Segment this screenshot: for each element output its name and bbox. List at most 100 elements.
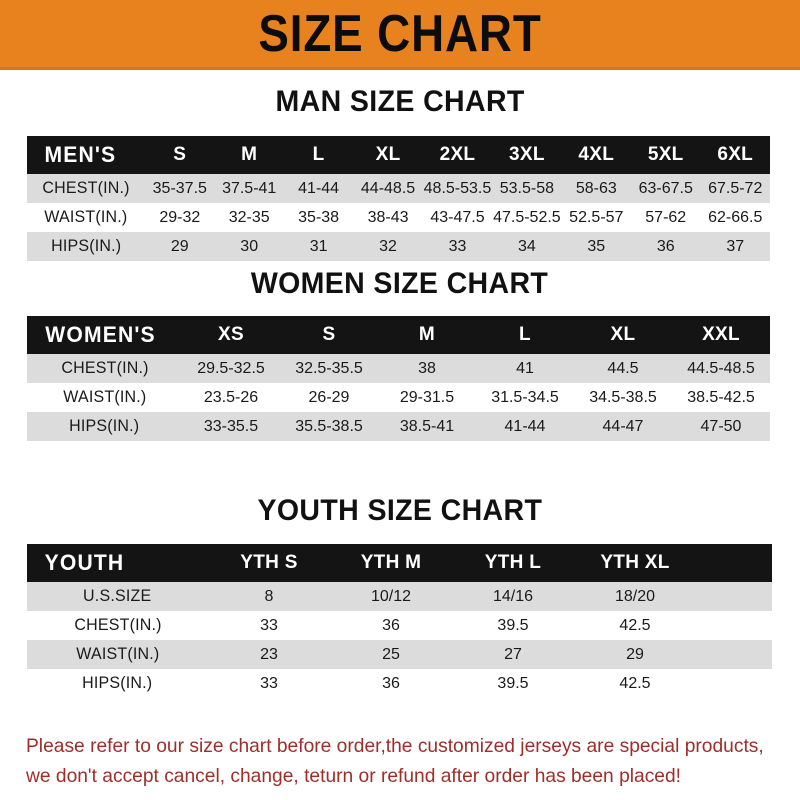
- women-cell: 31.5-34.5: [491, 388, 559, 406]
- youth-cell-spacer: [696, 640, 772, 669]
- men-cell: 35-38: [298, 208, 340, 226]
- men-cell: 33: [448, 237, 467, 255]
- women-section-title: WOMEN SIZE CHART: [0, 268, 800, 300]
- men-cell: 34: [517, 237, 536, 255]
- men-cell: 29: [170, 237, 189, 255]
- women-cell: 34.5-38.5: [589, 388, 657, 406]
- youth-section-title-text: YOUTH SIZE CHART: [257, 494, 543, 527]
- youth-row-label: U.S.SIZE: [83, 587, 152, 605]
- women-cell: 44.5-48.5: [687, 359, 755, 377]
- men-col-header: XL: [375, 144, 401, 165]
- women-cell: 38: [418, 359, 436, 377]
- youth-cell: 36: [382, 674, 400, 692]
- women-col-header: M: [418, 324, 436, 345]
- men-cell: 37.5-41: [222, 179, 277, 197]
- youth-header-label: YOUTH: [44, 550, 125, 575]
- men-cell: 47.5-52.5: [493, 208, 561, 226]
- men-cell: 43-47.5: [430, 208, 485, 226]
- women-cell: 26-29: [308, 388, 350, 406]
- youth-row-label: HIPS(IN.): [82, 674, 153, 692]
- women-cell: 32.5-35.5: [295, 359, 363, 377]
- youth-cell: 14/16: [492, 587, 534, 605]
- women-row-label: CHEST(IN.): [60, 359, 149, 377]
- women-cell: 41-44: [504, 417, 546, 435]
- youth-col-header: YTH S: [240, 552, 298, 573]
- men-cell: 41-44: [298, 179, 340, 197]
- youth-cell-spacer: [696, 611, 772, 640]
- disclaimer-line-2: we don't accept cancel, change, teturn o…: [26, 765, 682, 787]
- men-cell: 29-32: [159, 208, 201, 226]
- women-header-label: WOMEN'S: [45, 322, 156, 347]
- youth-cell-spacer: [696, 582, 772, 611]
- women-col-header: S: [322, 324, 336, 345]
- men-col-header: M: [241, 144, 258, 165]
- women-section-title-text: WOMEN SIZE CHART: [251, 267, 549, 300]
- youth-cell: 36: [382, 616, 400, 634]
- women-cell: 38.5-41: [399, 417, 455, 435]
- youth-cell: 8: [264, 587, 274, 605]
- youth-cell: 10/12: [370, 587, 412, 605]
- youth-col-header: YTH L: [484, 552, 542, 573]
- youth-cell: 42.5: [619, 674, 651, 692]
- table-row: HIPS(IN.) 29 30 31 32 33 34 35 36 37: [27, 232, 770, 261]
- youth-cell: 39.5: [497, 674, 529, 692]
- women-cell: 29.5-32.5: [197, 359, 265, 377]
- table-row: WAIST(IN.) 29-32 32-35 35-38 38-43 43-47…: [27, 203, 770, 232]
- women-col-header: XS: [218, 324, 244, 345]
- women-row-label: HIPS(IN.): [69, 417, 140, 435]
- youth-row-label: CHEST(IN.): [73, 616, 162, 634]
- disclaimer-line-1: Please refer to our size chart before or…: [26, 735, 764, 757]
- table-row: U.S.SIZE 8 10/12 14/16 18/20: [27, 582, 772, 611]
- women-cell: 38.5-42.5: [687, 388, 755, 406]
- men-cell: 35: [587, 237, 606, 255]
- men-section-title: MAN SIZE CHART: [0, 86, 800, 118]
- men-cell: 48.5-53.5: [423, 179, 492, 197]
- men-cell: 58-63: [575, 179, 617, 197]
- table-row: CHEST(IN.) 35-37.5 37.5-41 41-44 44-48.5…: [27, 174, 770, 203]
- women-size-table: WOMEN'S XS S M L XL XXL CHEST(IN.) 29.5-…: [27, 316, 770, 441]
- men-row-label: WAIST(IN.): [44, 208, 128, 226]
- table-row: CHEST(IN.) 33 36 39.5 42.5: [27, 611, 772, 640]
- men-cell: 35-37.5: [152, 179, 207, 197]
- men-cell: 38-43: [367, 208, 409, 226]
- men-cell: 67.5-72: [708, 179, 763, 197]
- men-cell: 31: [309, 237, 328, 255]
- men-row-label: CHEST(IN.): [42, 179, 130, 197]
- men-cell: 30: [240, 237, 259, 255]
- women-col-header: L: [519, 324, 531, 345]
- men-col-header: 3XL: [509, 144, 545, 165]
- page-title: SIZE CHART: [258, 4, 542, 63]
- men-cell: 62-66.5: [708, 208, 763, 226]
- men-cell: 57-62: [645, 208, 687, 226]
- women-cell: 41: [516, 359, 534, 377]
- youth-cell: 42.5: [619, 616, 651, 634]
- youth-cell-spacer: [696, 669, 772, 698]
- youth-cell: 23: [260, 645, 278, 663]
- page-banner: SIZE CHART: [0, 0, 800, 70]
- women-cell: 44-47: [602, 417, 644, 435]
- men-cell: 52.5-57: [569, 208, 624, 226]
- men-table-header-row: MEN'S S M L XL 2XL 3XL 4XL 5XL 6XL: [27, 136, 770, 174]
- youth-col-header-spacer: [696, 544, 772, 582]
- youth-col-header: YTH M: [360, 552, 422, 573]
- women-cell: 35.5-38.5: [295, 417, 363, 435]
- women-table-header-row: WOMEN'S XS S M L XL XXL: [27, 316, 770, 354]
- table-row: HIPS(IN.) 33-35.5 35.5-38.5 38.5-41 41-4…: [27, 412, 770, 441]
- men-cell: 53.5-58: [499, 179, 555, 197]
- men-cell: 32: [379, 237, 397, 255]
- youth-section-title: YOUTH SIZE CHART: [0, 495, 800, 527]
- youth-cell: 25: [382, 645, 400, 663]
- youth-cell: 27: [504, 645, 522, 663]
- youth-row-label: WAIST(IN.): [75, 645, 160, 663]
- men-section-title-text: MAN SIZE CHART: [275, 85, 525, 118]
- men-col-header: S: [173, 144, 187, 165]
- men-cell: 37: [726, 237, 745, 255]
- youth-cell: 29: [626, 645, 644, 663]
- youth-table-header-row: YOUTH YTH S YTH M YTH L YTH XL: [27, 544, 772, 582]
- men-col-header: 6XL: [717, 144, 754, 165]
- men-header-label: MEN'S: [44, 142, 117, 167]
- women-cell: 23.5-26: [203, 388, 259, 406]
- table-row: WAIST(IN.) 23.5-26 26-29 29-31.5 31.5-34…: [27, 383, 770, 412]
- women-row-label: WAIST(IN.): [62, 388, 147, 406]
